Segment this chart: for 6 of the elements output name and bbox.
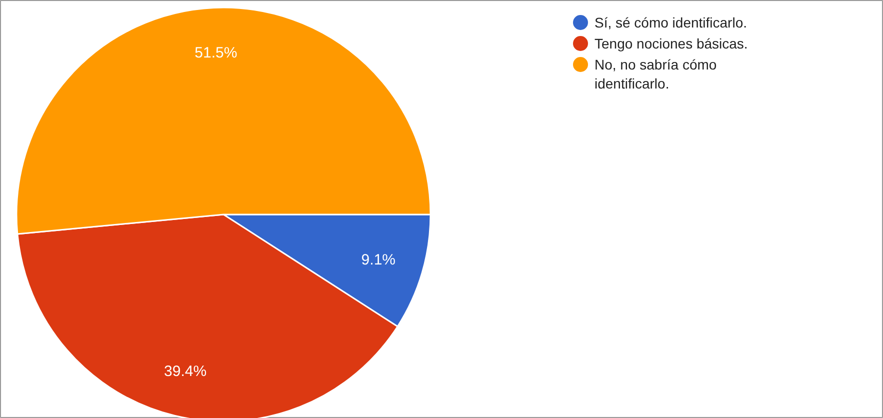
legend-label: Sí, sé cómo identificarlo. [594, 14, 748, 30]
data-label: 51.5% [194, 44, 238, 62]
data-label: 39.4% [164, 362, 207, 380]
legend-label: No, no sabría cómo identificarlo. [594, 56, 717, 92]
data-label: 9.1% [361, 252, 396, 269]
legend-label: Tengo nociones básicas. [594, 36, 748, 52]
